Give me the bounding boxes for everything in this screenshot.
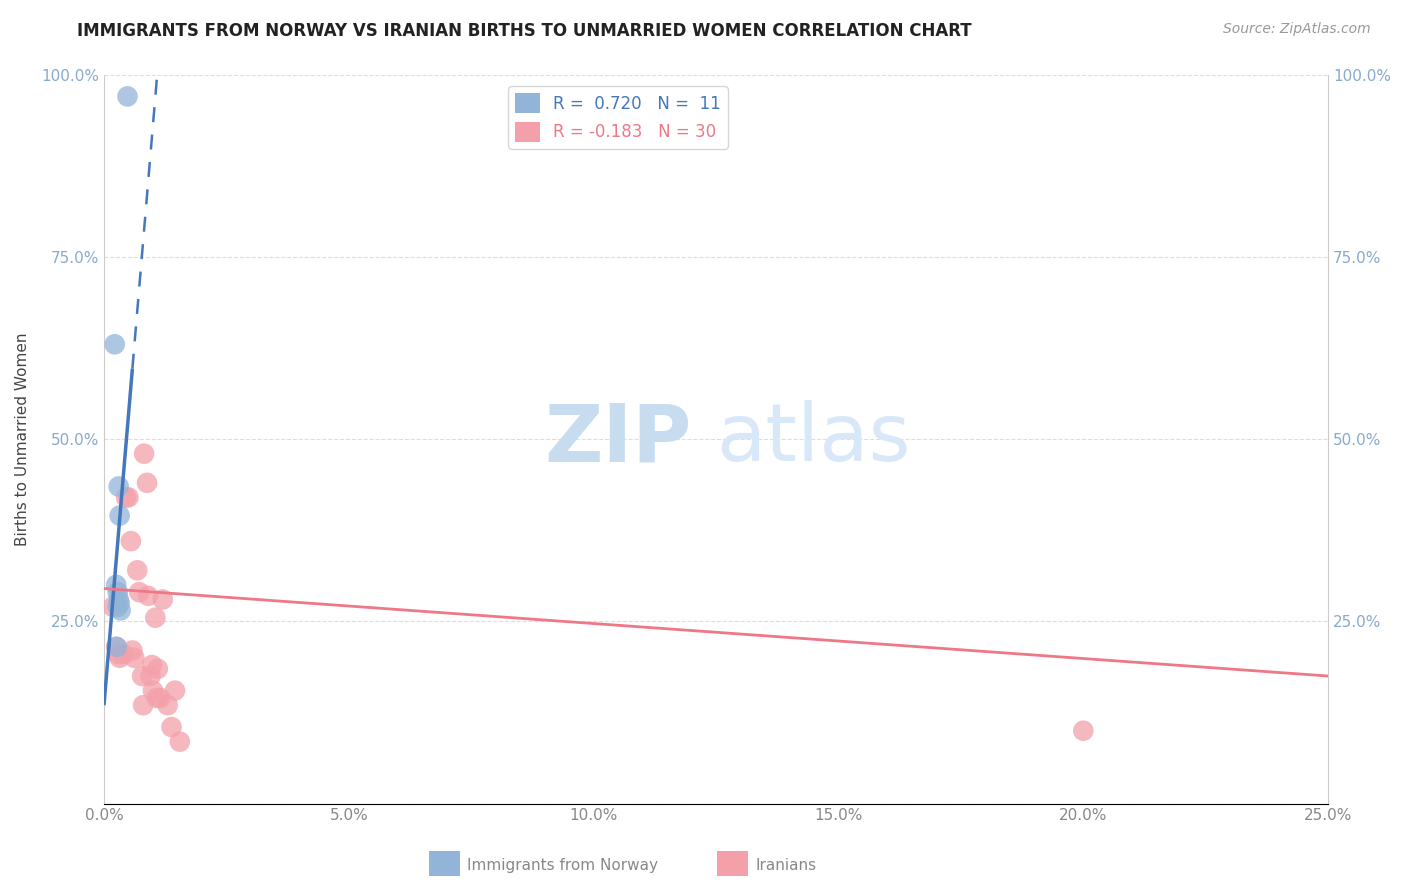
Point	[117, 89, 139, 103]
Point	[105, 640, 128, 654]
Point	[112, 647, 135, 661]
Text: Source: ZipAtlas.com: Source: ZipAtlas.com	[1223, 22, 1371, 37]
Point	[160, 720, 183, 734]
Text: ZIP: ZIP	[544, 401, 692, 478]
Point	[101, 599, 124, 614]
Text: Immigrants from Norway: Immigrants from Norway	[467, 858, 658, 872]
Point	[104, 337, 127, 351]
Text: IMMIGRANTS FROM NORWAY VS IRANIAN BIRTHS TO UNMARRIED WOMEN CORRELATION CHART: IMMIGRANTS FROM NORWAY VS IRANIAN BIRTHS…	[77, 22, 972, 40]
Point	[105, 578, 128, 592]
Point	[152, 592, 174, 607]
Point	[115, 491, 138, 505]
Point	[141, 658, 163, 673]
Point	[132, 698, 155, 713]
Point	[131, 669, 153, 683]
Legend: R =  0.720   N =  11, R = -0.183   N = 30: R = 0.720 N = 11, R = -0.183 N = 30	[509, 87, 728, 149]
Point	[105, 640, 128, 654]
Point	[120, 534, 142, 549]
Point	[136, 589, 159, 603]
Text: atlas: atlas	[716, 401, 911, 478]
Text: Iranians: Iranians	[755, 858, 815, 872]
Point	[169, 734, 191, 748]
Point	[107, 479, 129, 493]
Point	[107, 599, 129, 614]
Point	[128, 585, 150, 599]
Point	[127, 563, 149, 577]
Point	[107, 592, 129, 607]
Point	[156, 698, 179, 713]
Point	[124, 650, 146, 665]
Point	[107, 647, 129, 661]
Point	[108, 596, 131, 610]
Bar	[717, 851, 748, 876]
Point	[121, 643, 143, 657]
Point	[110, 603, 132, 617]
Point	[108, 508, 131, 523]
Bar	[429, 851, 460, 876]
Point	[146, 690, 169, 705]
Point	[108, 650, 131, 665]
Point	[1071, 723, 1094, 738]
Point	[145, 610, 167, 624]
Point	[117, 491, 139, 505]
Point	[149, 690, 172, 705]
Point	[107, 585, 129, 599]
Point	[139, 669, 162, 683]
Y-axis label: Births to Unmarried Women: Births to Unmarried Women	[15, 333, 30, 546]
Point	[136, 475, 159, 490]
Point	[134, 447, 156, 461]
Point	[146, 662, 169, 676]
Point	[142, 683, 165, 698]
Point	[163, 683, 186, 698]
